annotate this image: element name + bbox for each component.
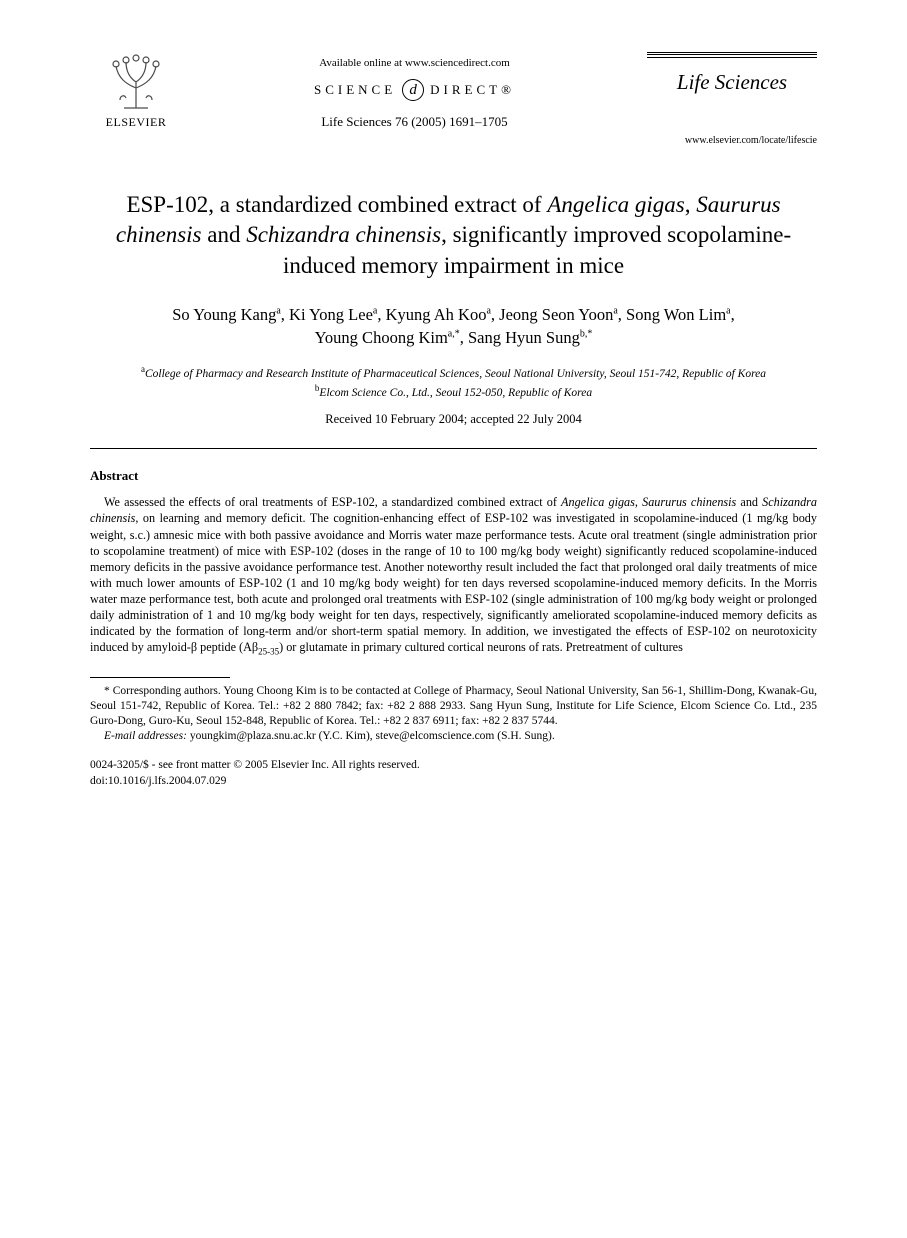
header-center: Available online at www.sciencedirect.co… — [182, 48, 647, 130]
abstract-text: We assessed the effects of oral treatmen… — [104, 495, 561, 509]
abstract-text: and — [736, 495, 762, 509]
journal-reference: Life Sciences 76 (2005) 1691–1705 — [182, 113, 647, 131]
journal-block: Life Sciences www.elsevier.com/locate/li… — [647, 48, 817, 148]
title-text: ESP-102, a standardized combined extract… — [126, 192, 547, 217]
star-icon: * — [104, 685, 113, 697]
doi-line: doi:10.1016/j.lfs.2004.07.029 — [90, 774, 817, 790]
email-line: E-mail addresses: youngkim@plaza.snu.ac.… — [90, 729, 817, 744]
affil-text: Elcom Science Co., Ltd., Seoul 152-050, … — [319, 387, 592, 399]
author-affil-mark: b,* — [580, 329, 593, 340]
journal-header: ELSEVIER Available online at www.science… — [90, 48, 817, 148]
title-species-1: Angelica gigas — [547, 192, 684, 217]
abstract-species: Angelica gigas — [561, 495, 635, 509]
abstract-text: , on learning and memory deficit. The co… — [90, 511, 817, 654]
divider-icon — [90, 448, 817, 449]
abstract-text: ) or glutamate in primary cultured corti… — [279, 640, 683, 654]
journal-url: www.elsevier.com/locate/lifescie — [647, 134, 817, 148]
copyright-line: 0024-3205/$ - see front matter © 2005 El… — [90, 758, 817, 774]
author-affil-mark: a — [373, 305, 377, 316]
article-title: ESP-102, a standardized combined extract… — [90, 190, 817, 281]
corresponding-author-note: * Corresponding authors. Young Choong Ki… — [90, 684, 817, 730]
abstract-heading: Abstract — [90, 467, 817, 485]
author-affil-mark: a — [276, 305, 280, 316]
elsevier-tree-icon — [104, 48, 168, 112]
sd-d-icon: d — [402, 79, 424, 101]
sd-text-right: DIRECT® — [430, 81, 515, 99]
sd-text-left: SCIENCE — [314, 81, 396, 99]
footnote-divider-icon — [90, 677, 230, 678]
abstract-species: Saururus chinensis — [642, 495, 736, 509]
author-name: Young Choong Kim — [315, 328, 448, 347]
author-affil-mark: a — [613, 305, 617, 316]
title-text: and — [202, 222, 247, 247]
affiliations: aCollege of Pharmacy and Research Instit… — [90, 363, 817, 401]
abstract-body: We assessed the effects of oral treatmen… — [90, 494, 817, 658]
title-text: , — [685, 192, 697, 217]
copyright-block: 0024-3205/$ - see front matter © 2005 El… — [90, 758, 817, 789]
author-affil-mark: a — [726, 305, 730, 316]
journal-rule-icon — [647, 52, 817, 58]
footnotes: * Corresponding authors. Young Choong Ki… — [90, 684, 817, 745]
abstract-subscript: 25-35 — [258, 647, 279, 657]
author-name: Jeong Seon Yoon — [499, 305, 613, 324]
author-name: Ki Yong Lee — [289, 305, 373, 324]
author-name: So Young Kang — [172, 305, 276, 324]
footnote-text: Corresponding authors. Young Choong Kim … — [90, 685, 817, 727]
email-addresses: youngkim@plaza.snu.ac.kr (Y.C. Kim), ste… — [187, 730, 555, 742]
author-name: Song Won Lim — [626, 305, 726, 324]
sciencedirect-logo: SCIENCE d DIRECT® — [314, 79, 515, 101]
publisher-block: ELSEVIER — [90, 48, 182, 130]
journal-title: Life Sciences — [647, 68, 817, 96]
publisher-name: ELSEVIER — [106, 114, 167, 130]
author-affil-mark: a,* — [448, 329, 460, 340]
title-species-3: Schizandra chinensis — [246, 222, 441, 247]
author-name: Kyung Ah Koo — [386, 305, 487, 324]
author-list: So Young Kanga, Ki Yong Leea, Kyung Ah K… — [90, 303, 817, 349]
email-label: E-mail addresses: — [104, 730, 187, 742]
article-dates: Received 10 February 2004; accepted 22 J… — [90, 411, 817, 428]
author-affil-mark: a — [486, 305, 490, 316]
author-name: Sang Hyun Sung — [468, 328, 580, 347]
available-online-text: Available online at www.sciencedirect.co… — [182, 56, 647, 71]
affil-text: College of Pharmacy and Research Institu… — [145, 368, 766, 380]
